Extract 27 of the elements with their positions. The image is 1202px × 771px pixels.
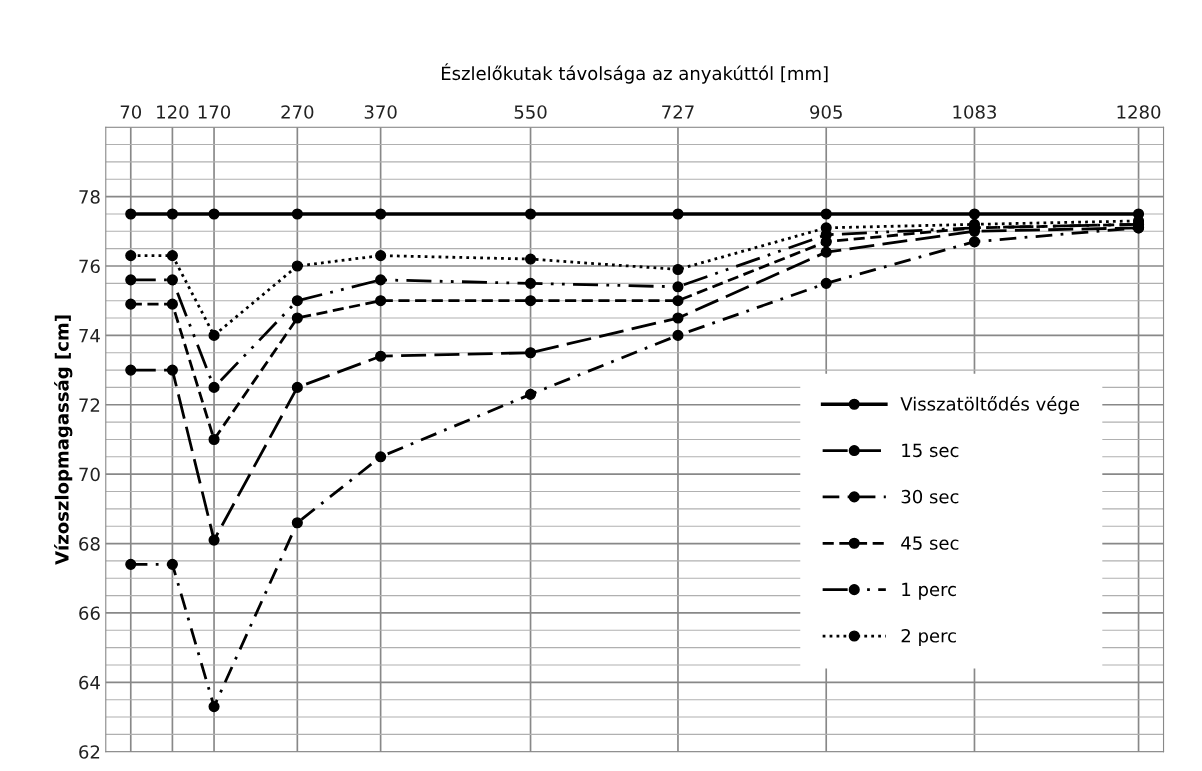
y-tick-label: 72: [79, 398, 100, 412]
x-tick-label: 70: [120, 105, 142, 119]
x-axis-title: Észlelőkutak távolsága az anyakúttól [mm]: [441, 63, 828, 84]
legend-label: 15 sec: [902, 443, 959, 458]
y-tick-label: 76: [79, 259, 100, 274]
x-tick-label: 550: [514, 105, 547, 119]
y-axis-title: Vízoszlopmagasság [cm]: [54, 315, 73, 565]
x-tick-label: 1083: [953, 105, 996, 119]
x-tick-label: 170: [198, 105, 231, 119]
y-tick-label: 68: [79, 537, 100, 551]
x-tick-label: 120: [157, 105, 189, 119]
y-tick-label: 64: [79, 675, 100, 690]
y-tick-label: 70: [79, 467, 100, 482]
x-tick-label: 727: [662, 105, 694, 119]
y-tick-label: 62: [79, 745, 100, 759]
legend-label: Visszatöltődés vége: [900, 396, 1079, 415]
y-tick-label: 78: [79, 190, 100, 204]
legend-label: 1 perc: [902, 582, 956, 600]
legend-label: 45 sec: [901, 536, 959, 550]
x-tick-label: 905: [810, 105, 842, 119]
y-tick-label: 66: [79, 606, 100, 621]
legend-label: 30 sec: [901, 489, 959, 504]
x-tick-label: 370: [364, 105, 397, 119]
x-tick-label: 1280: [1117, 105, 1161, 119]
legend-label: 2 perc: [901, 628, 956, 647]
y-tick-label: 74: [79, 329, 100, 343]
x-tick-label: 270: [281, 105, 314, 119]
